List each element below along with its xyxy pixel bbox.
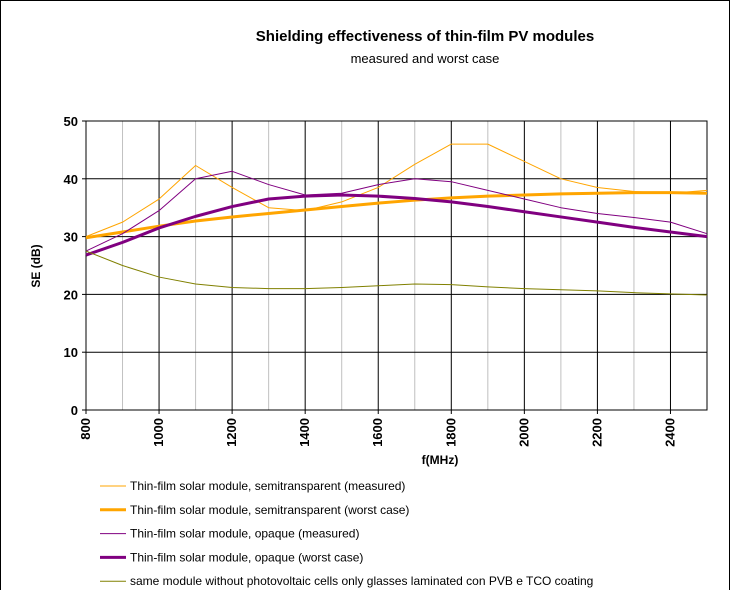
y-tick-label: 40 [64,172,78,187]
x-tick-label: 2400 [662,418,677,447]
y-tick-label: 10 [64,345,78,360]
y-tick-label: 20 [64,287,78,302]
x-tick-label: 1200 [224,418,239,447]
y-tick-label: 0 [71,403,78,418]
legend-label: Thin-film solar module, opaque (worst ca… [130,550,363,564]
x-tick-label: 800 [78,418,93,440]
x-tick-label: 1000 [151,418,166,447]
x-tick-label: 1600 [370,418,385,447]
series-line [85,191,708,240]
y-axis-title: SE (dB) [29,244,43,287]
x-axis-title: f(MHz) [422,453,459,467]
x-tick-label: 1400 [297,418,312,447]
legend-label: same module without photovoltaic cells o… [130,574,593,588]
legend-label: Thin-film solar module, semitransparent … [130,503,409,517]
series-line [85,250,708,296]
chart-title: Shielding effectiveness of thin-film PV … [256,28,594,45]
y-tick-label: 30 [64,230,78,245]
x-tick-label: 2000 [516,418,531,447]
series-line [85,193,708,257]
series-line [85,143,708,238]
legend-label: Thin-film solar module, semitransparent … [130,479,405,493]
plot-area [85,120,708,411]
legend-label: Thin-film solar module, opaque (measured… [130,527,359,541]
y-tick-label: 50 [64,114,78,129]
x-tick-label: 2200 [589,418,604,447]
x-tick-label: 1800 [443,418,458,447]
chart-subtitle: measured and worst case [351,51,500,66]
series-line [85,170,708,252]
